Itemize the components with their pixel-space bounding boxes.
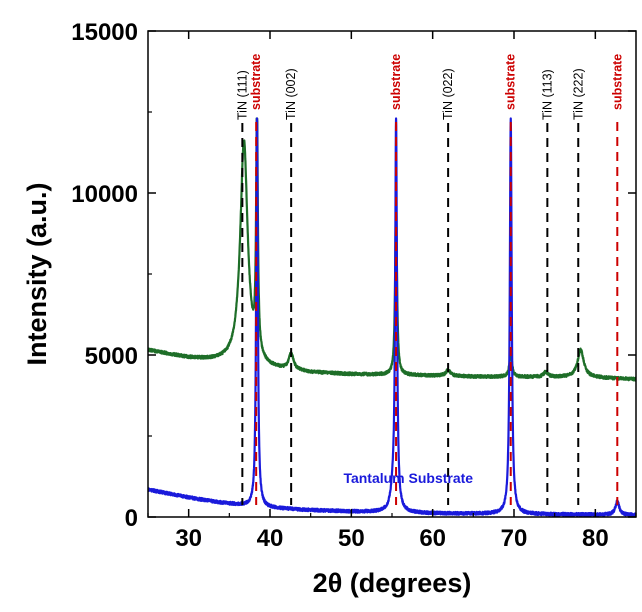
- y-tick-label: 0: [125, 505, 138, 532]
- reference-label: TiN (002): [284, 68, 298, 120]
- y-tick-label: 5000: [85, 343, 138, 370]
- axes: 30 40 50 60 70 80 0 5000 10000 15000 2θ (degrees) I…: [22, 19, 637, 598]
- x-tick-label: 40: [257, 525, 284, 552]
- x-tick-label: 60: [419, 525, 446, 552]
- reference-label: substrate: [249, 54, 263, 110]
- reference-label: TiN (022): [441, 68, 455, 120]
- reference-label: substrate: [389, 54, 403, 110]
- reference-label: TiN (111): [235, 70, 249, 120]
- y-axis-title: Intensity (a.u.): [22, 182, 52, 365]
- y-tick-label: 15000: [71, 19, 138, 46]
- reference-label: substrate: [504, 54, 518, 110]
- y-tick-label: 10000: [71, 181, 138, 208]
- annotation-tantalum-substrate: Tantalum Substrate: [343, 470, 473, 486]
- x-tick-label: 70: [501, 525, 528, 552]
- x-tick-label: 30: [175, 525, 202, 552]
- reference-label: TiN (222): [571, 68, 585, 120]
- series-layer: [148, 117, 636, 517]
- x-tick-label: 80: [582, 525, 609, 552]
- reference-lines: [241, 122, 619, 505]
- series-line-tantalum-substrate: [148, 117, 636, 517]
- labels: TiN (111) substrate TiN (002) substrate TiN …: [235, 54, 624, 486]
- x-tick-label: 50: [338, 525, 365, 552]
- x-axis-title: 2θ (degrees): [313, 568, 472, 598]
- reference-label: TiN (113): [540, 69, 554, 120]
- reference-label: substrate: [610, 54, 624, 110]
- series-line-tin-film: [148, 117, 636, 382]
